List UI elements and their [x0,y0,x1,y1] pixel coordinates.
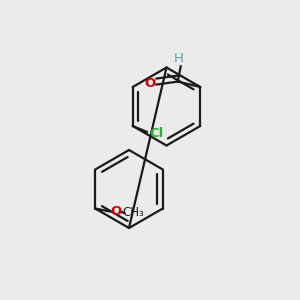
Text: O: O [111,205,122,218]
Text: CH₃: CH₃ [123,206,145,220]
Text: H: H [173,52,183,65]
Text: Cl: Cl [149,127,163,140]
Text: O: O [144,76,155,90]
